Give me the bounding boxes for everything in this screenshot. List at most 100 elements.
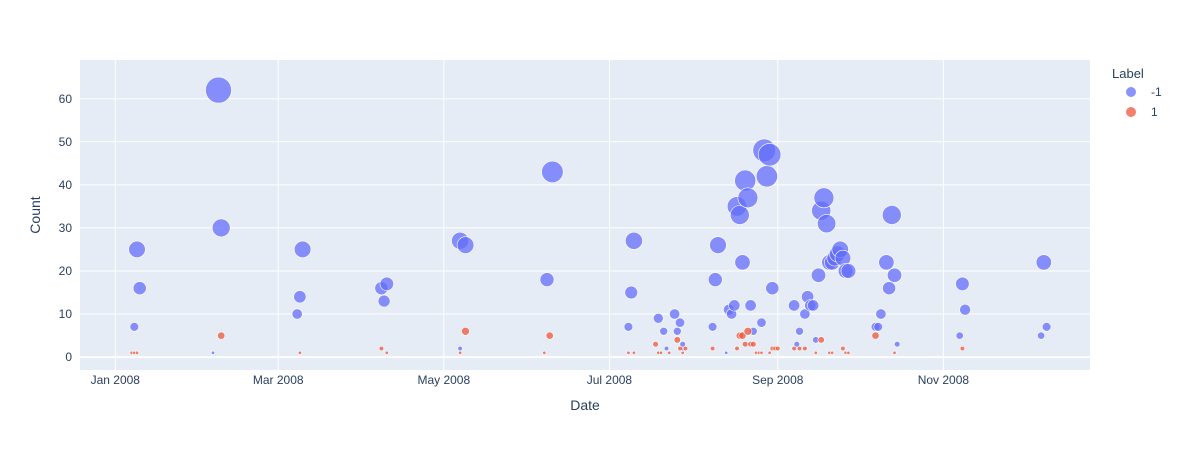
data-point-1[interactable] bbox=[378, 345, 385, 352]
data-point-1[interactable] bbox=[846, 350, 851, 355]
data-point-neg1[interactable] bbox=[211, 218, 231, 238]
data-point-1[interactable] bbox=[135, 350, 140, 355]
data-point-neg1[interactable] bbox=[737, 187, 759, 209]
data-point-1[interactable] bbox=[709, 345, 716, 352]
data-point-neg1[interactable] bbox=[211, 350, 216, 355]
data-point-neg1[interactable] bbox=[734, 254, 751, 271]
data-point-neg1[interactable] bbox=[875, 308, 887, 320]
data-point-neg1[interactable] bbox=[674, 317, 685, 328]
data-point-neg1[interactable] bbox=[669, 308, 681, 320]
data-point-neg1[interactable] bbox=[379, 276, 394, 292]
data-point-1[interactable] bbox=[775, 345, 781, 352]
data-point-neg1[interactable] bbox=[1041, 322, 1052, 332]
data-point-1[interactable] bbox=[830, 350, 835, 355]
data-point-1[interactable] bbox=[680, 350, 685, 355]
data-point-neg1[interactable] bbox=[729, 205, 750, 225]
data-point-1[interactable] bbox=[743, 326, 753, 336]
data-point-neg1[interactable] bbox=[755, 165, 778, 188]
data-point-1[interactable] bbox=[677, 345, 683, 352]
data-point-neg1[interactable] bbox=[795, 326, 804, 336]
data-point-neg1[interactable] bbox=[663, 345, 670, 352]
data-point-neg1[interactable] bbox=[873, 322, 883, 332]
data-point-neg1[interactable] bbox=[456, 236, 475, 254]
data-point-neg1[interactable] bbox=[724, 350, 729, 355]
data-point-neg1[interactable] bbox=[955, 276, 970, 292]
data-point-1[interactable] bbox=[791, 345, 797, 352]
data-point-neg1[interactable] bbox=[840, 263, 857, 279]
data-point-neg1[interactable] bbox=[799, 308, 811, 320]
data-point-1[interactable] bbox=[741, 341, 749, 348]
data-point-neg1[interactable] bbox=[205, 76, 232, 104]
data-point-neg1[interactable] bbox=[539, 272, 555, 287]
data-point-1[interactable] bbox=[759, 350, 764, 355]
data-point-neg1[interactable] bbox=[807, 299, 820, 312]
data-point-neg1[interactable] bbox=[294, 240, 312, 258]
data-point-neg1[interactable] bbox=[625, 231, 643, 250]
data-point-neg1[interactable] bbox=[709, 236, 727, 254]
data-point-1[interactable] bbox=[796, 345, 803, 352]
data-point-1[interactable] bbox=[840, 345, 846, 352]
data-point-1[interactable] bbox=[892, 350, 897, 355]
data-point-neg1[interactable] bbox=[659, 326, 669, 336]
data-point-1[interactable] bbox=[626, 350, 631, 355]
data-point-neg1[interactable] bbox=[955, 331, 964, 340]
data-point-1[interactable] bbox=[658, 350, 663, 355]
data-point-1[interactable] bbox=[817, 336, 825, 344]
data-point-neg1[interactable] bbox=[1035, 254, 1052, 271]
data-point-neg1[interactable] bbox=[707, 272, 723, 287]
data-point-1[interactable] bbox=[959, 345, 966, 352]
data-point-neg1[interactable] bbox=[1037, 331, 1046, 340]
data-point-1[interactable] bbox=[734, 345, 740, 352]
data-point-neg1[interactable] bbox=[813, 187, 835, 209]
data-point-neg1[interactable] bbox=[765, 281, 780, 296]
data-point-neg1[interactable] bbox=[672, 326, 682, 336]
data-point-neg1[interactable] bbox=[293, 290, 307, 304]
data-point-neg1[interactable] bbox=[893, 341, 901, 348]
data-point-neg1[interactable] bbox=[457, 345, 463, 352]
data-point-neg1[interactable] bbox=[757, 143, 782, 167]
data-point-neg1[interactable] bbox=[886, 267, 902, 283]
data-point-neg1[interactable] bbox=[541, 160, 564, 183]
data-point-neg1[interactable] bbox=[744, 299, 757, 312]
data-point-1[interactable] bbox=[545, 331, 554, 340]
data-point-1[interactable] bbox=[297, 350, 302, 355]
data-point-neg1[interactable] bbox=[707, 322, 718, 332]
data-point-neg1[interactable] bbox=[728, 299, 741, 312]
data-point-neg1[interactable] bbox=[810, 267, 826, 283]
legend-item-1[interactable]: 1 bbox=[1126, 105, 1158, 119]
legend-item-neg1[interactable]: -1 bbox=[1126, 85, 1162, 99]
data-point-neg1[interactable] bbox=[291, 308, 303, 320]
data-point-neg1[interactable] bbox=[793, 341, 800, 348]
data-point-neg1[interactable] bbox=[756, 317, 767, 328]
data-point-1[interactable] bbox=[871, 331, 880, 340]
data-point-neg1[interactable] bbox=[817, 214, 837, 234]
data-point-1[interactable] bbox=[673, 336, 681, 344]
data-point-neg1[interactable] bbox=[652, 312, 664, 324]
data-point-1[interactable] bbox=[667, 350, 672, 355]
data-point-neg1[interactable] bbox=[881, 205, 902, 225]
data-point-1[interactable] bbox=[458, 350, 463, 355]
data-point-neg1[interactable] bbox=[623, 322, 634, 332]
data-point-1[interactable] bbox=[750, 341, 757, 348]
data-point-1[interactable] bbox=[461, 326, 470, 336]
data-point-1[interactable] bbox=[682, 345, 689, 352]
data-point-1[interactable] bbox=[631, 350, 636, 355]
data-point-1[interactable] bbox=[738, 331, 747, 340]
data-point-neg1[interactable] bbox=[128, 240, 146, 258]
data-point-neg1[interactable] bbox=[377, 294, 391, 308]
data-point-1[interactable] bbox=[767, 350, 772, 355]
data-point-neg1[interactable] bbox=[882, 281, 896, 296]
data-point-neg1[interactable] bbox=[624, 285, 638, 300]
data-point-neg1[interactable] bbox=[679, 341, 686, 348]
data-point-1[interactable] bbox=[813, 350, 818, 355]
data-point-1[interactable] bbox=[217, 331, 226, 340]
data-point-1[interactable] bbox=[384, 350, 389, 355]
data-point-neg1[interactable] bbox=[129, 322, 140, 332]
data-point-1[interactable] bbox=[542, 350, 547, 355]
data-point-neg1[interactable] bbox=[878, 254, 895, 271]
data-point-1[interactable] bbox=[652, 341, 659, 348]
data-point-neg1[interactable] bbox=[959, 303, 971, 316]
data-point-neg1[interactable] bbox=[788, 299, 801, 312]
data-point-neg1[interactable] bbox=[132, 281, 147, 296]
data-point-1[interactable] bbox=[802, 345, 808, 352]
